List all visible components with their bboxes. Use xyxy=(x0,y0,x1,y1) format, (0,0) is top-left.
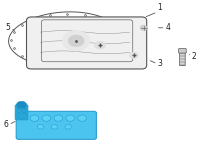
FancyBboxPatch shape xyxy=(179,49,186,53)
Circle shape xyxy=(16,101,27,109)
Text: 5: 5 xyxy=(6,23,11,32)
Circle shape xyxy=(37,125,44,129)
Circle shape xyxy=(51,125,57,129)
Circle shape xyxy=(94,41,106,49)
FancyBboxPatch shape xyxy=(16,111,96,139)
Circle shape xyxy=(68,35,84,47)
Circle shape xyxy=(129,52,138,58)
Circle shape xyxy=(30,115,39,121)
Circle shape xyxy=(140,25,147,30)
Text: 3: 3 xyxy=(158,59,162,68)
FancyBboxPatch shape xyxy=(15,105,28,120)
FancyBboxPatch shape xyxy=(180,52,185,66)
Circle shape xyxy=(78,115,86,121)
Text: 2: 2 xyxy=(191,52,196,61)
Circle shape xyxy=(66,115,75,121)
Text: 4: 4 xyxy=(166,23,170,32)
Circle shape xyxy=(65,125,71,129)
Circle shape xyxy=(42,115,51,121)
Circle shape xyxy=(62,31,90,51)
Text: 6: 6 xyxy=(4,120,9,129)
FancyBboxPatch shape xyxy=(27,17,147,69)
Text: 1: 1 xyxy=(158,3,162,12)
Circle shape xyxy=(54,115,63,121)
